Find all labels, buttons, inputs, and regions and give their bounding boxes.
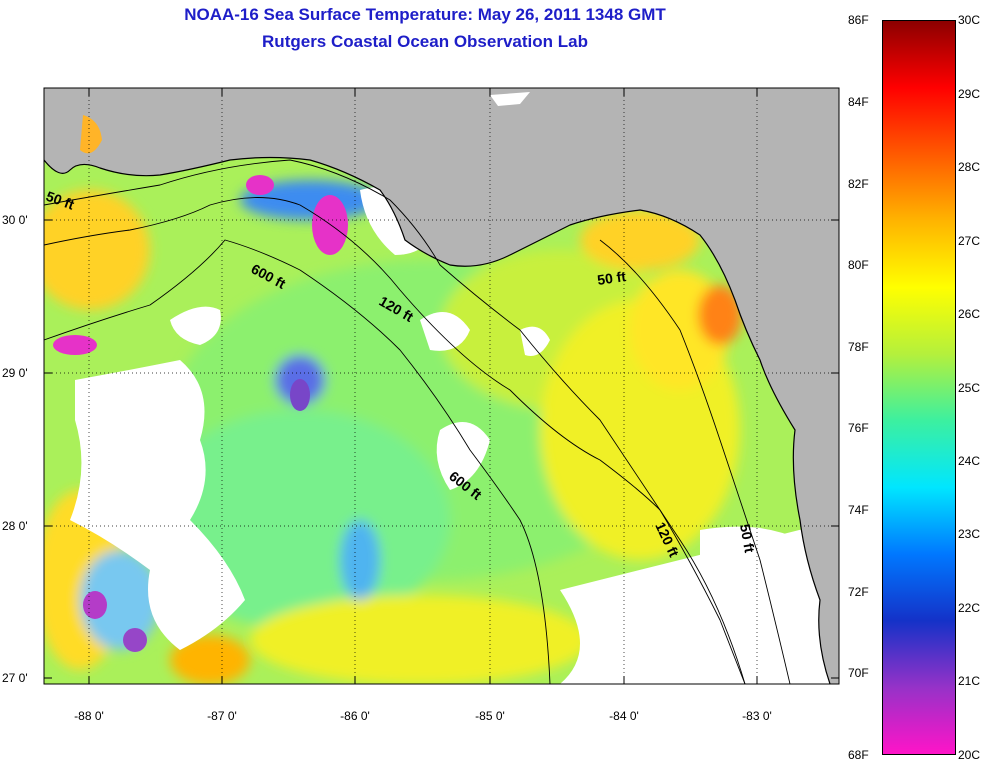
lon-label-86: -86 0' — [340, 709, 370, 723]
coastline-land — [44, 88, 839, 684]
f-label-74: 74F — [848, 503, 869, 517]
lat-label-28: 28 0' — [2, 519, 28, 533]
c-label-22: 22C — [958, 601, 981, 615]
f-label-76: 76F — [848, 421, 869, 435]
lon-label-85: -85 0' — [475, 709, 505, 723]
c-label-23: 23C — [958, 527, 981, 541]
f-label-72: 72F — [848, 585, 869, 599]
c-label-25: 25C — [958, 381, 981, 395]
lat-label-27: 27 0' — [2, 671, 28, 685]
lon-label-87: -87 0' — [207, 709, 237, 723]
f-label-86: 86F — [848, 13, 869, 27]
map-frame — [43, 87, 840, 685]
map-title: NOAA-16 Sea Surface Temperature: May 26,… — [184, 5, 666, 24]
lat-label-29: 29 0' — [2, 366, 28, 380]
contour-label-50ft-south: 50 ft — [737, 523, 758, 554]
lon-label-88: -88 0' — [74, 709, 104, 723]
c-label-27: 27C — [958, 234, 981, 248]
f-label-68: 68F — [848, 748, 869, 762]
ticks — [44, 88, 839, 684]
isobaths — [44, 159, 791, 684]
bay-warm — [80, 115, 102, 154]
c-label-24: 24C — [958, 454, 981, 468]
contour-label-50ft-east: 50 ft — [596, 268, 627, 288]
lat-label-30: 30 0' — [2, 213, 28, 227]
c-label-21: 21C — [958, 674, 981, 688]
c-label-30: 30C — [958, 13, 981, 27]
f-label-80: 80F — [848, 258, 869, 272]
coastline — [44, 156, 831, 684]
inland-cloud — [490, 92, 530, 106]
temperature-colorbar — [882, 20, 956, 755]
c-label-26: 26C — [958, 307, 981, 321]
f-label-82: 82F — [848, 177, 869, 191]
c-label-28: 28C — [958, 160, 981, 174]
f-label-70: 70F — [848, 666, 869, 680]
temperature-field — [44, 180, 742, 684]
graticule — [44, 88, 839, 684]
f-label-84: 84F — [848, 95, 869, 109]
lon-label-84: -84 0' — [609, 709, 639, 723]
f-label-78: 78F — [848, 340, 869, 354]
c-label-29: 29C — [958, 87, 981, 101]
c-label-20: 20C — [958, 748, 981, 762]
map-subtitle: Rutgers Coastal Ocean Observation Lab — [262, 32, 588, 51]
lon-label-83: -83 0' — [742, 709, 772, 723]
